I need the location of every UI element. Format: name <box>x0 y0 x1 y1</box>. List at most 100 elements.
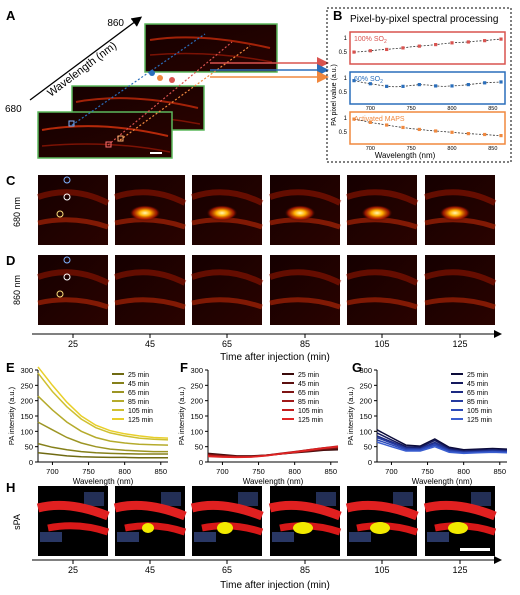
pa-tile <box>114 255 187 325</box>
legend-label: 45 min <box>128 381 149 388</box>
pa-tile <box>346 175 419 245</box>
b-xtick-label: 800 <box>447 146 456 152</box>
chart-g: 0 50 100 150 200 250 300 700 750 800 850 PA intensi… <box>346 366 508 486</box>
spa-blue-region <box>117 532 139 542</box>
b-chart-point <box>483 81 487 85</box>
b-chart-label: Activated MAPS <box>354 116 405 123</box>
panel-b-title: Pixel-by-pixel spectral processing <box>350 14 498 25</box>
panel-d-letter: D <box>6 253 15 268</box>
spa-tile <box>113 486 187 556</box>
b-chart-point <box>401 46 405 50</box>
spa-red-vessel <box>423 500 497 521</box>
time-tick-label: 65 <box>222 339 232 349</box>
spa-tile <box>190 486 264 556</box>
pa-tile <box>191 175 264 245</box>
pa-tile-vessel <box>114 189 187 206</box>
y-tick-label: 200 <box>20 397 33 406</box>
b-chart-point <box>434 129 438 133</box>
spa-tile <box>423 486 497 556</box>
pa-tile-vessel <box>37 217 109 230</box>
spa-red-vessel <box>47 522 110 536</box>
b-chart-point <box>466 132 470 136</box>
b-chart-point <box>483 39 487 43</box>
b-chart-frame <box>349 71 506 105</box>
spa-red-vessel <box>345 500 419 521</box>
pa-tile <box>191 255 264 325</box>
spa-blue-region <box>84 492 104 506</box>
b-chart-point <box>385 84 389 88</box>
pa-tile-hotspot <box>129 205 161 221</box>
legend-label: 25 min <box>128 372 149 379</box>
pa-tile-bg <box>270 255 340 325</box>
series-line <box>37 442 168 455</box>
panel-c-images <box>37 175 497 245</box>
pa-tile-vessel <box>37 269 110 286</box>
panel-f-letter: F <box>180 360 188 375</box>
b-xtick-label: 700 <box>366 146 375 152</box>
b-chart-label-sub: 2 <box>384 39 387 45</box>
spa-blue-region <box>272 532 294 542</box>
time-tick-label: 105 <box>374 339 389 349</box>
h-time-tick-label: 45 <box>145 565 155 575</box>
pa-tile <box>114 175 187 245</box>
x-tick-label: 700 <box>216 467 229 476</box>
spa-blue-region <box>427 532 449 542</box>
legend-label: 25 min <box>298 372 319 379</box>
legend-label: 25 min <box>467 372 488 379</box>
pa-tile-bg <box>192 255 262 325</box>
y-axis-label: PA intensity (a.u.) <box>346 386 355 445</box>
pa-tile <box>37 175 110 245</box>
b-chart-point <box>434 84 438 88</box>
pa-tile-hotspot <box>361 205 393 221</box>
pa-tile-vessel <box>191 189 264 206</box>
y-tick-label: 250 <box>190 381 203 390</box>
series-line <box>376 429 508 451</box>
pa-tile-bg <box>115 255 185 325</box>
b-chart-frame <box>349 111 506 145</box>
chart-e: 0 50 100 150 200 250 300 700 750 800 850 PA intensi… <box>7 366 169 486</box>
b-chart-point <box>483 132 487 137</box>
h-time-tick-label: 105 <box>374 565 389 575</box>
b-chart-point <box>401 84 405 88</box>
panel-c-letter: C <box>6 173 16 188</box>
panel-d-row-label: 860 nm <box>12 275 22 305</box>
h-time-tick-label: 125 <box>452 565 467 575</box>
legend-label: 105 min <box>128 408 153 415</box>
y-tick-label: 300 <box>190 366 203 375</box>
spa-blue-region <box>316 492 336 506</box>
h-time-tick-label: 85 <box>300 565 310 575</box>
spa-red-vessel <box>268 500 342 521</box>
x-axis-label: Wavelength (nm) <box>412 477 473 486</box>
b-chart-point <box>450 84 454 88</box>
x-tick-label: 800 <box>288 467 301 476</box>
pixel-marker-orange <box>56 290 64 298</box>
pa-tile-bg <box>425 255 495 325</box>
spa-blue-region <box>40 532 62 542</box>
pa-tile-vessel <box>191 269 264 286</box>
legend-label: 65 min <box>467 390 488 397</box>
panel-d: D 860 nm <box>6 253 497 325</box>
pa-tile-vessel <box>424 269 497 286</box>
spa-red-vessel <box>113 500 187 521</box>
wavelength-arrow <box>29 16 143 101</box>
pixel-markers <box>68 33 251 148</box>
pixel-marker-orange <box>56 210 64 218</box>
y-tick-label: 300 <box>359 366 372 375</box>
h-time-axis-ticks: 25 45 65 85 105 125 <box>68 560 468 575</box>
b-ytick-label: 0.5 <box>339 130 348 136</box>
pa-tile-vessel <box>37 189 110 206</box>
pa-tile-vessel <box>114 297 186 310</box>
time-axis-ticks: 25 45 65 85 105 125 <box>68 334 468 349</box>
pa-image-860 <box>144 23 278 73</box>
y-axis-label: PA intensity (a.u.) <box>7 386 16 445</box>
time-tick-label: 125 <box>452 339 467 349</box>
pa-tile-vessel <box>424 297 496 310</box>
panel-a: A Wavelength (nm) 860 680 <box>5 8 329 159</box>
y-tick-label: 150 <box>190 412 203 421</box>
x-tick-label: 700 <box>46 467 59 476</box>
spa-yellow-region <box>217 522 233 534</box>
spa-blue-region <box>238 492 258 506</box>
series-line <box>37 395 169 446</box>
pa-tile-vessel <box>346 269 419 286</box>
b-chart-fit-line <box>353 118 502 136</box>
